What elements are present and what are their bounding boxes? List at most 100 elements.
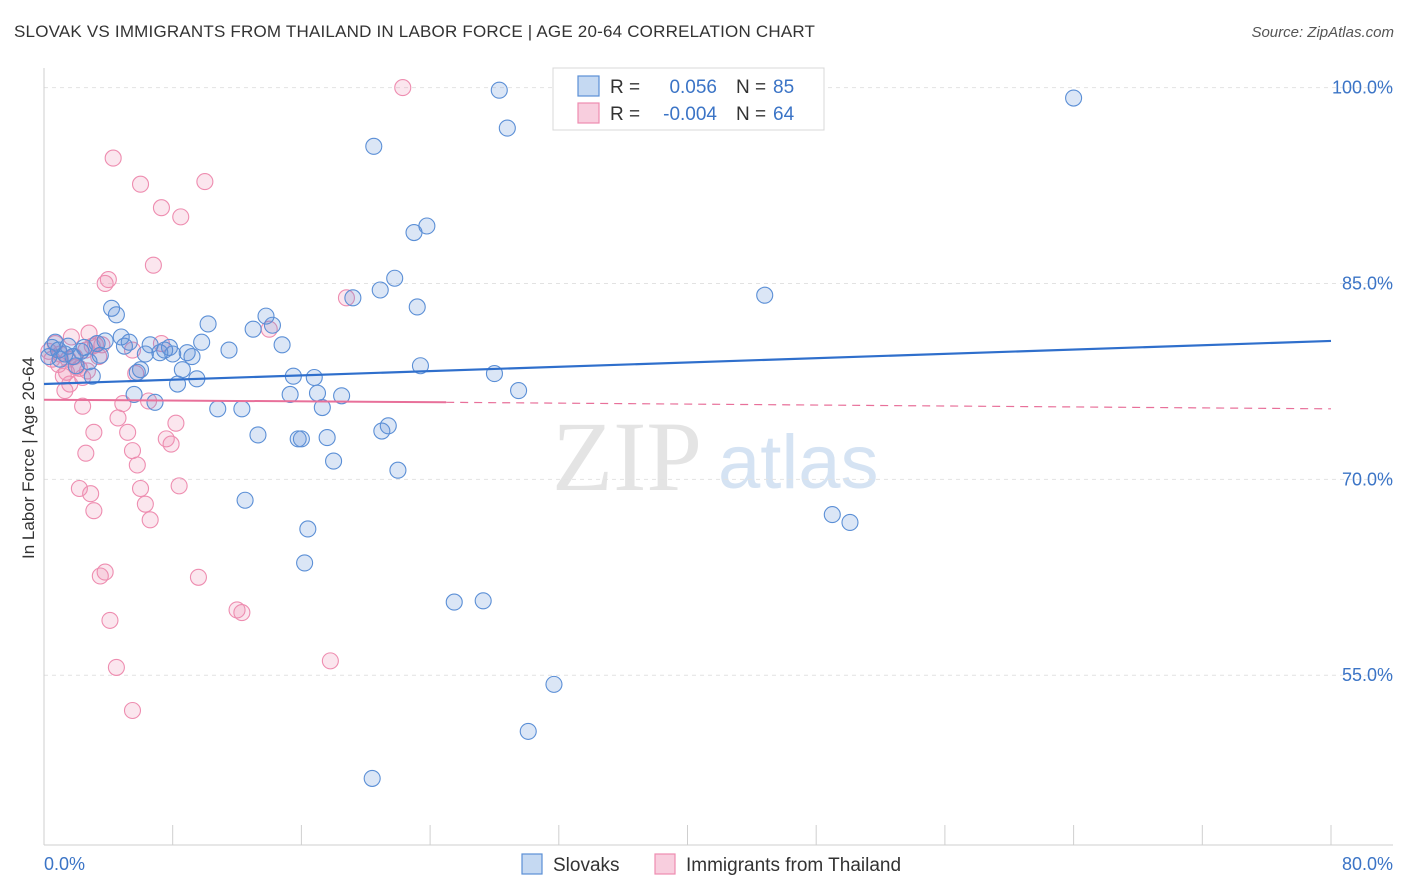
slovaks-point bbox=[1065, 89, 1083, 107]
slovaks-point bbox=[233, 400, 251, 418]
thailand-point bbox=[123, 442, 142, 460]
chart-title: SLOVAK VS IMMIGRANTS FROM THAILAND IN LA… bbox=[14, 22, 816, 41]
thailand-point bbox=[233, 604, 251, 622]
legend-swatch-slovaks bbox=[577, 75, 600, 97]
thailand-point bbox=[62, 328, 80, 346]
slovaks-point bbox=[408, 298, 426, 316]
slovaks-point bbox=[249, 426, 267, 444]
slovaks-point bbox=[445, 593, 463, 611]
thailand-point bbox=[196, 173, 214, 191]
thailand-point bbox=[104, 149, 122, 167]
thailand-point bbox=[70, 479, 88, 498]
thailand-point bbox=[167, 414, 185, 432]
thailand-point bbox=[131, 479, 150, 498]
legend-n-value-1: 85 bbox=[773, 77, 794, 98]
slovaks-point bbox=[379, 417, 397, 435]
slovaks-point bbox=[131, 361, 150, 379]
slovaks-point bbox=[273, 336, 291, 354]
thailand-trend-line-extrapolated bbox=[446, 401, 1332, 410]
legend-r-value-1: 0.056 bbox=[669, 77, 717, 98]
slovaks-point bbox=[156, 341, 174, 359]
y-axis-title: In Labor Force | Age 20-64 bbox=[19, 357, 38, 559]
slovaks-point bbox=[263, 316, 281, 334]
series-legend-thailand: Immigrants from Thailand bbox=[686, 855, 901, 876]
slovaks-point bbox=[325, 452, 343, 470]
slovaks-point bbox=[164, 345, 182, 363]
thailand-point bbox=[189, 568, 207, 586]
thailand-point bbox=[99, 271, 117, 289]
slovaks-point bbox=[83, 367, 101, 385]
thailand-point bbox=[136, 495, 154, 513]
thailand-point bbox=[101, 611, 119, 629]
thailand-point bbox=[74, 397, 92, 415]
slovaks-point bbox=[386, 269, 404, 287]
watermark: ZIP atlas bbox=[552, 401, 879, 512]
thailand-point bbox=[141, 511, 159, 529]
slovaks-point bbox=[183, 348, 201, 366]
slovaks-point bbox=[545, 675, 563, 693]
slovaks-point bbox=[120, 333, 138, 351]
slovaks-point bbox=[299, 520, 317, 538]
thailand-point bbox=[321, 652, 339, 670]
series-legend-swatch-slovaks bbox=[521, 853, 543, 875]
legend-swatch-thailand bbox=[577, 102, 600, 124]
slovaks-point bbox=[344, 289, 362, 307]
x-tick-label-min: 0.0% bbox=[44, 854, 85, 874]
slovaks-point bbox=[257, 307, 275, 325]
slovaks-point bbox=[308, 384, 327, 402]
slovaks-point bbox=[51, 350, 69, 368]
y-tick-label: 85.0% bbox=[1342, 273, 1393, 293]
series-legend: Slovaks Immigrants from Thailand bbox=[521, 853, 901, 876]
axes bbox=[43, 68, 1393, 846]
thailand-point bbox=[128, 456, 146, 474]
slovaks-point bbox=[136, 345, 154, 363]
slovaks-point bbox=[389, 461, 407, 479]
slovaks-point bbox=[333, 387, 351, 405]
slovaks-point bbox=[292, 430, 310, 448]
slovaks-point bbox=[296, 554, 314, 572]
legend-r-value-2: -0.004 bbox=[663, 104, 717, 125]
slovaks-point bbox=[313, 398, 331, 417]
slovaks-point bbox=[236, 491, 254, 509]
slovaks-point bbox=[490, 81, 508, 99]
thailand-point bbox=[172, 208, 190, 226]
slovaks-point bbox=[173, 361, 191, 379]
chart-source: Source: ZipAtlas.com bbox=[1251, 24, 1394, 41]
x-tick-labels: 0.0% 80.0% bbox=[44, 854, 1393, 874]
slovaks-point bbox=[305, 368, 323, 387]
watermark-zip: ZIP bbox=[552, 401, 702, 512]
slovaks-point bbox=[371, 281, 389, 299]
thailand-point bbox=[157, 430, 175, 448]
slovaks-point bbox=[411, 357, 429, 375]
legend-r-label-2: R = bbox=[610, 104, 640, 125]
thailand-point bbox=[228, 601, 246, 619]
slovaks-trend-line bbox=[43, 339, 1332, 386]
slovaks-point bbox=[418, 217, 436, 235]
thailand-point bbox=[152, 199, 170, 217]
slovaks-point bbox=[365, 137, 383, 155]
slovaks-point bbox=[125, 385, 143, 404]
series-legend-swatch-thailand bbox=[654, 853, 676, 875]
slovaks-point bbox=[756, 286, 774, 304]
thailand-point bbox=[170, 477, 188, 495]
thailand-point bbox=[107, 658, 125, 676]
correlation-legend: R = 0.056 N = 85 R = -0.004 N = 64 bbox=[552, 67, 825, 131]
slovaks-point bbox=[91, 346, 109, 364]
slovaks-point bbox=[510, 382, 528, 400]
slovaks-point bbox=[96, 332, 114, 350]
x-tick-label-max: 80.0% bbox=[1342, 854, 1393, 874]
thailand-point bbox=[82, 485, 100, 503]
thailand-point bbox=[77, 444, 95, 462]
y-tick-labels: 55.0% 70.0% 85.0% 100.0% bbox=[1332, 78, 1393, 686]
slovaks-point bbox=[474, 592, 492, 610]
thailand-point bbox=[144, 256, 162, 274]
thailand-point bbox=[337, 289, 355, 307]
slovaks-point bbox=[363, 769, 381, 787]
trend-lines bbox=[43, 339, 1332, 410]
thailand-point bbox=[85, 502, 103, 520]
thailand-point bbox=[131, 175, 150, 193]
thailand-point bbox=[162, 435, 180, 453]
slovaks-point bbox=[841, 513, 859, 531]
thailand-point bbox=[123, 701, 142, 720]
